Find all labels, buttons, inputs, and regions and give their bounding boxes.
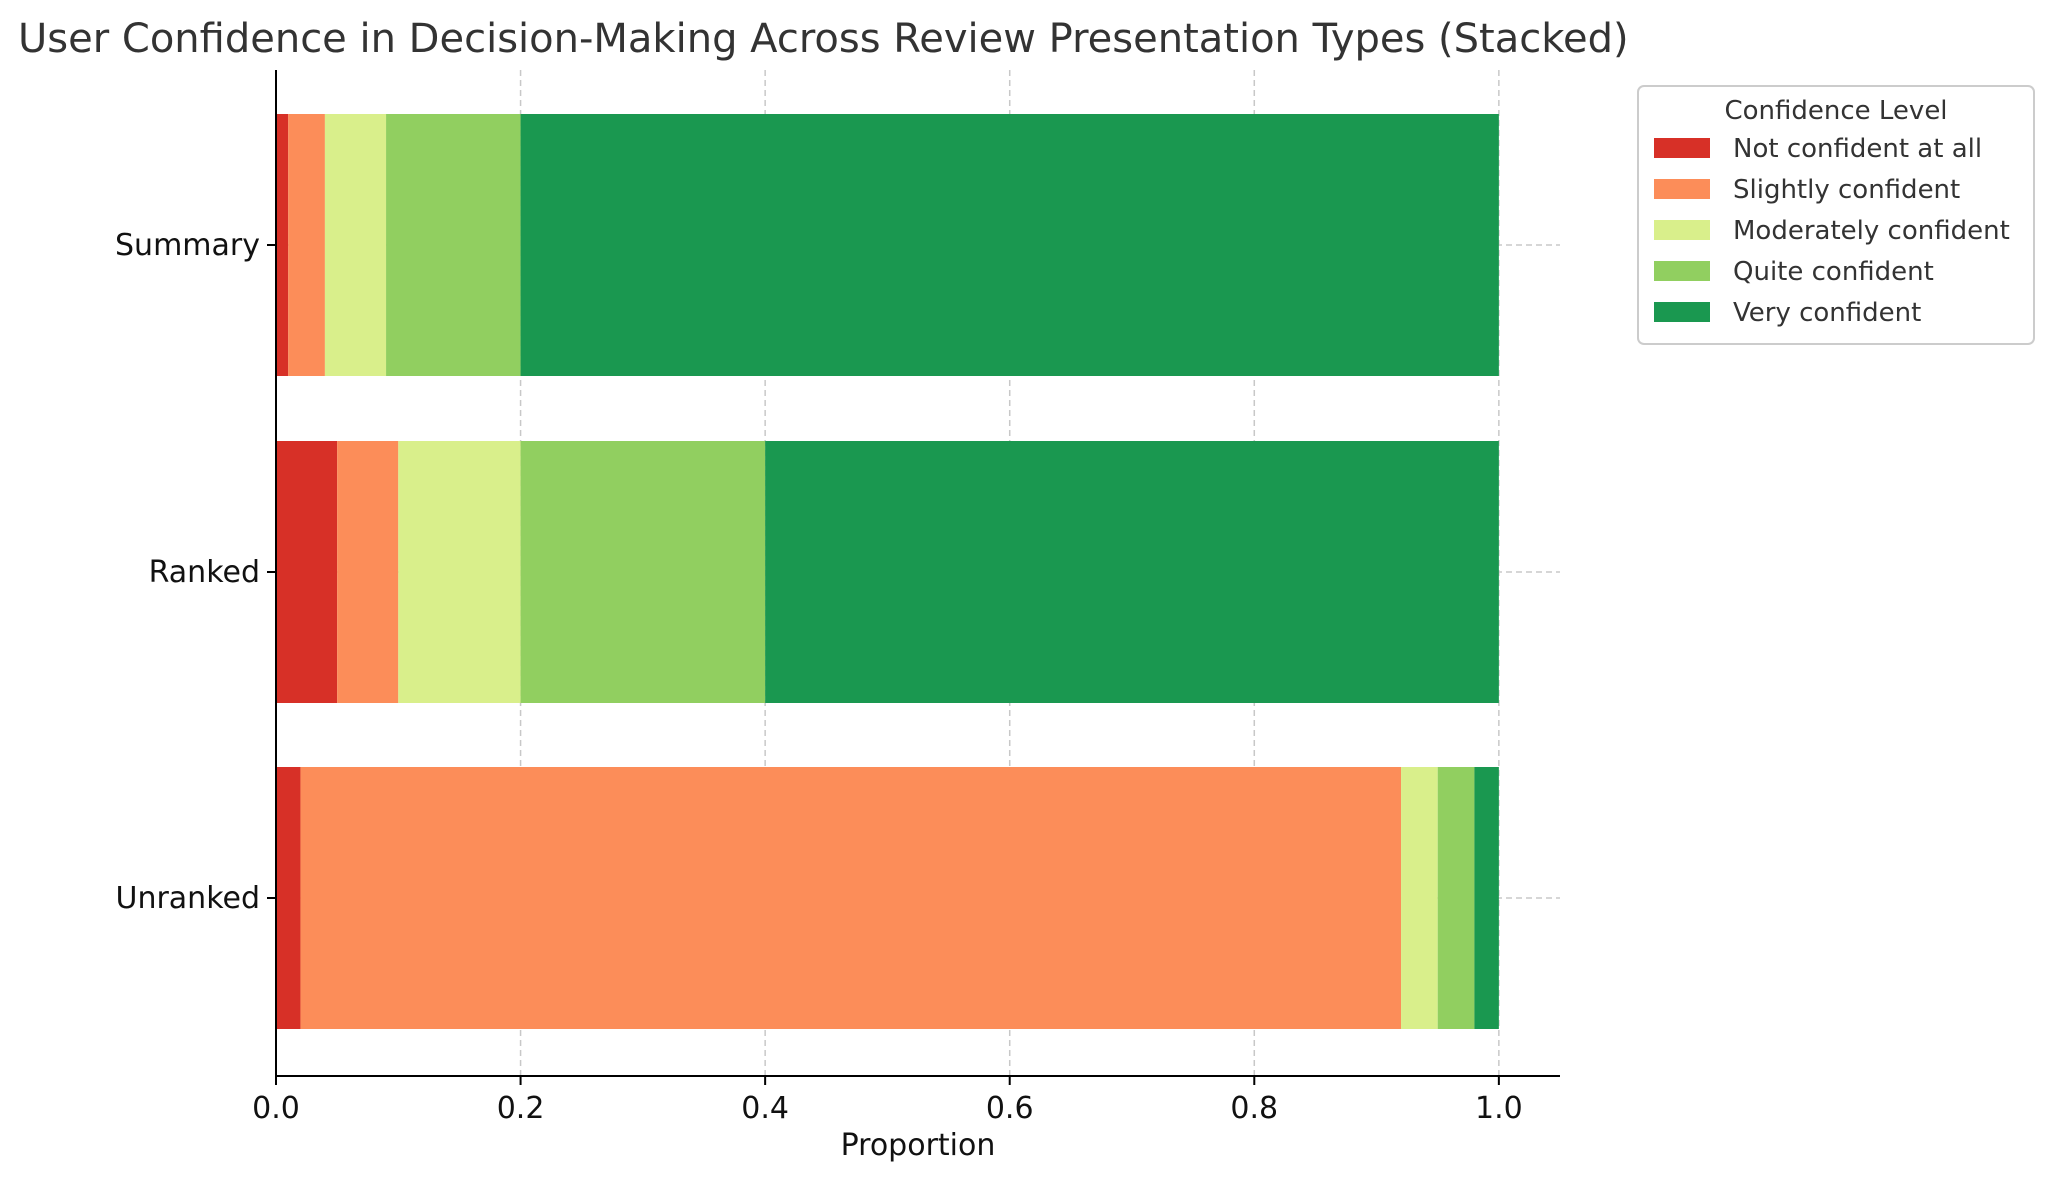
bar-segment [1437,767,1475,1029]
bar-segment [300,767,1402,1029]
legend-title: Confidence Level [1724,96,1947,126]
x-tick-label: 1.0 [1475,1091,1523,1126]
chart-title: User Confidence in Decision-Making Acros… [18,16,1629,62]
y-tick-label: Unranked [115,881,260,916]
bar-segment [324,114,387,376]
legend: Confidence Level Not confident at all Sli… [1637,85,2035,345]
legend-swatch [1654,302,1710,322]
bar-segment [765,441,1499,703]
bar-segment [337,441,399,703]
bar-segment [1474,767,1499,1029]
legend-swatch [1654,138,1710,158]
x-tick-label: 0.4 [741,1091,789,1126]
bar-segment [520,114,1499,376]
bar-segment [520,441,766,703]
legend-swatch [1654,261,1710,281]
legend-label: Quite confident [1733,257,1934,287]
legend-label: Very confident [1733,298,1921,328]
legend-swatch [1654,179,1710,199]
legend-swatch [1654,220,1710,240]
x-tick-label: 0.8 [1230,1091,1278,1126]
bar-segment [1401,767,1438,1029]
legend-label: Moderately confident [1733,216,2010,246]
bar-segment [276,767,301,1029]
x-axis-label: Proportion [841,1128,996,1163]
bar-segment [398,441,521,703]
y-tick-label: Ranked [149,555,260,590]
bar-segment [386,114,521,376]
y-tick-label: Summary [115,228,260,263]
legend-label: Slightly confident [1733,175,1960,205]
x-tick-label: 0.6 [986,1091,1034,1126]
x-tick-label: 0.0 [252,1091,300,1126]
bars [276,114,1499,1029]
ticks: 0.0 0.2 0.4 0.6 0.8 1.0 Summary Ranked Unranked [115,228,1523,1126]
legend-label: Not confident at all [1733,134,1982,164]
x-tick-label: 0.2 [497,1091,545,1126]
legend-box [1637,85,2035,345]
legend-items: Not confident at all Slightly confident Mo… [1654,134,2010,328]
bar-segment [288,114,325,376]
bar-segment [276,441,338,703]
bar-segment [276,114,289,376]
